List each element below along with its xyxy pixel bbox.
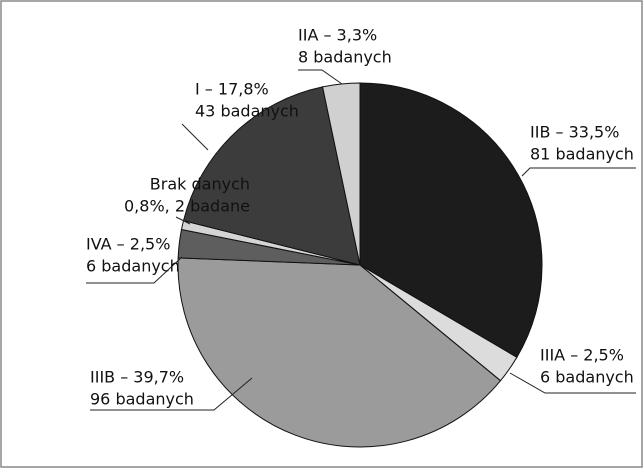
leader-line [298,69,343,85]
data-label: IIA – 3,3% [298,26,377,45]
pie-slice [177,257,502,448]
data-label: 81 badanych [530,145,634,164]
leader-line [86,256,183,284]
data-label: IIB – 33,5% [530,123,619,142]
data-label: IIIA – 2,5% [540,346,624,365]
data-label: I – 17,8% [195,80,269,99]
data-label: 96 badanych [90,390,194,409]
data-label: Brak danych [150,175,250,194]
leader-line [175,216,191,225]
pie-slice [182,86,361,266]
data-label: 6 badanych [86,257,180,276]
data-label: 8 badanych [298,48,392,67]
data-label: IVA – 2,5% [86,235,170,254]
data-label: 0,8%, 2 badane [124,197,250,216]
leader-line [90,377,253,411]
leader-line [181,123,209,151]
leader-line [509,372,636,394]
pie-slice [359,82,543,359]
leader-line [521,167,636,177]
data-label: 43 badanych [195,102,299,121]
data-label: 6 badanych [540,368,634,387]
data-label: IIIB – 39,7% [90,368,184,387]
